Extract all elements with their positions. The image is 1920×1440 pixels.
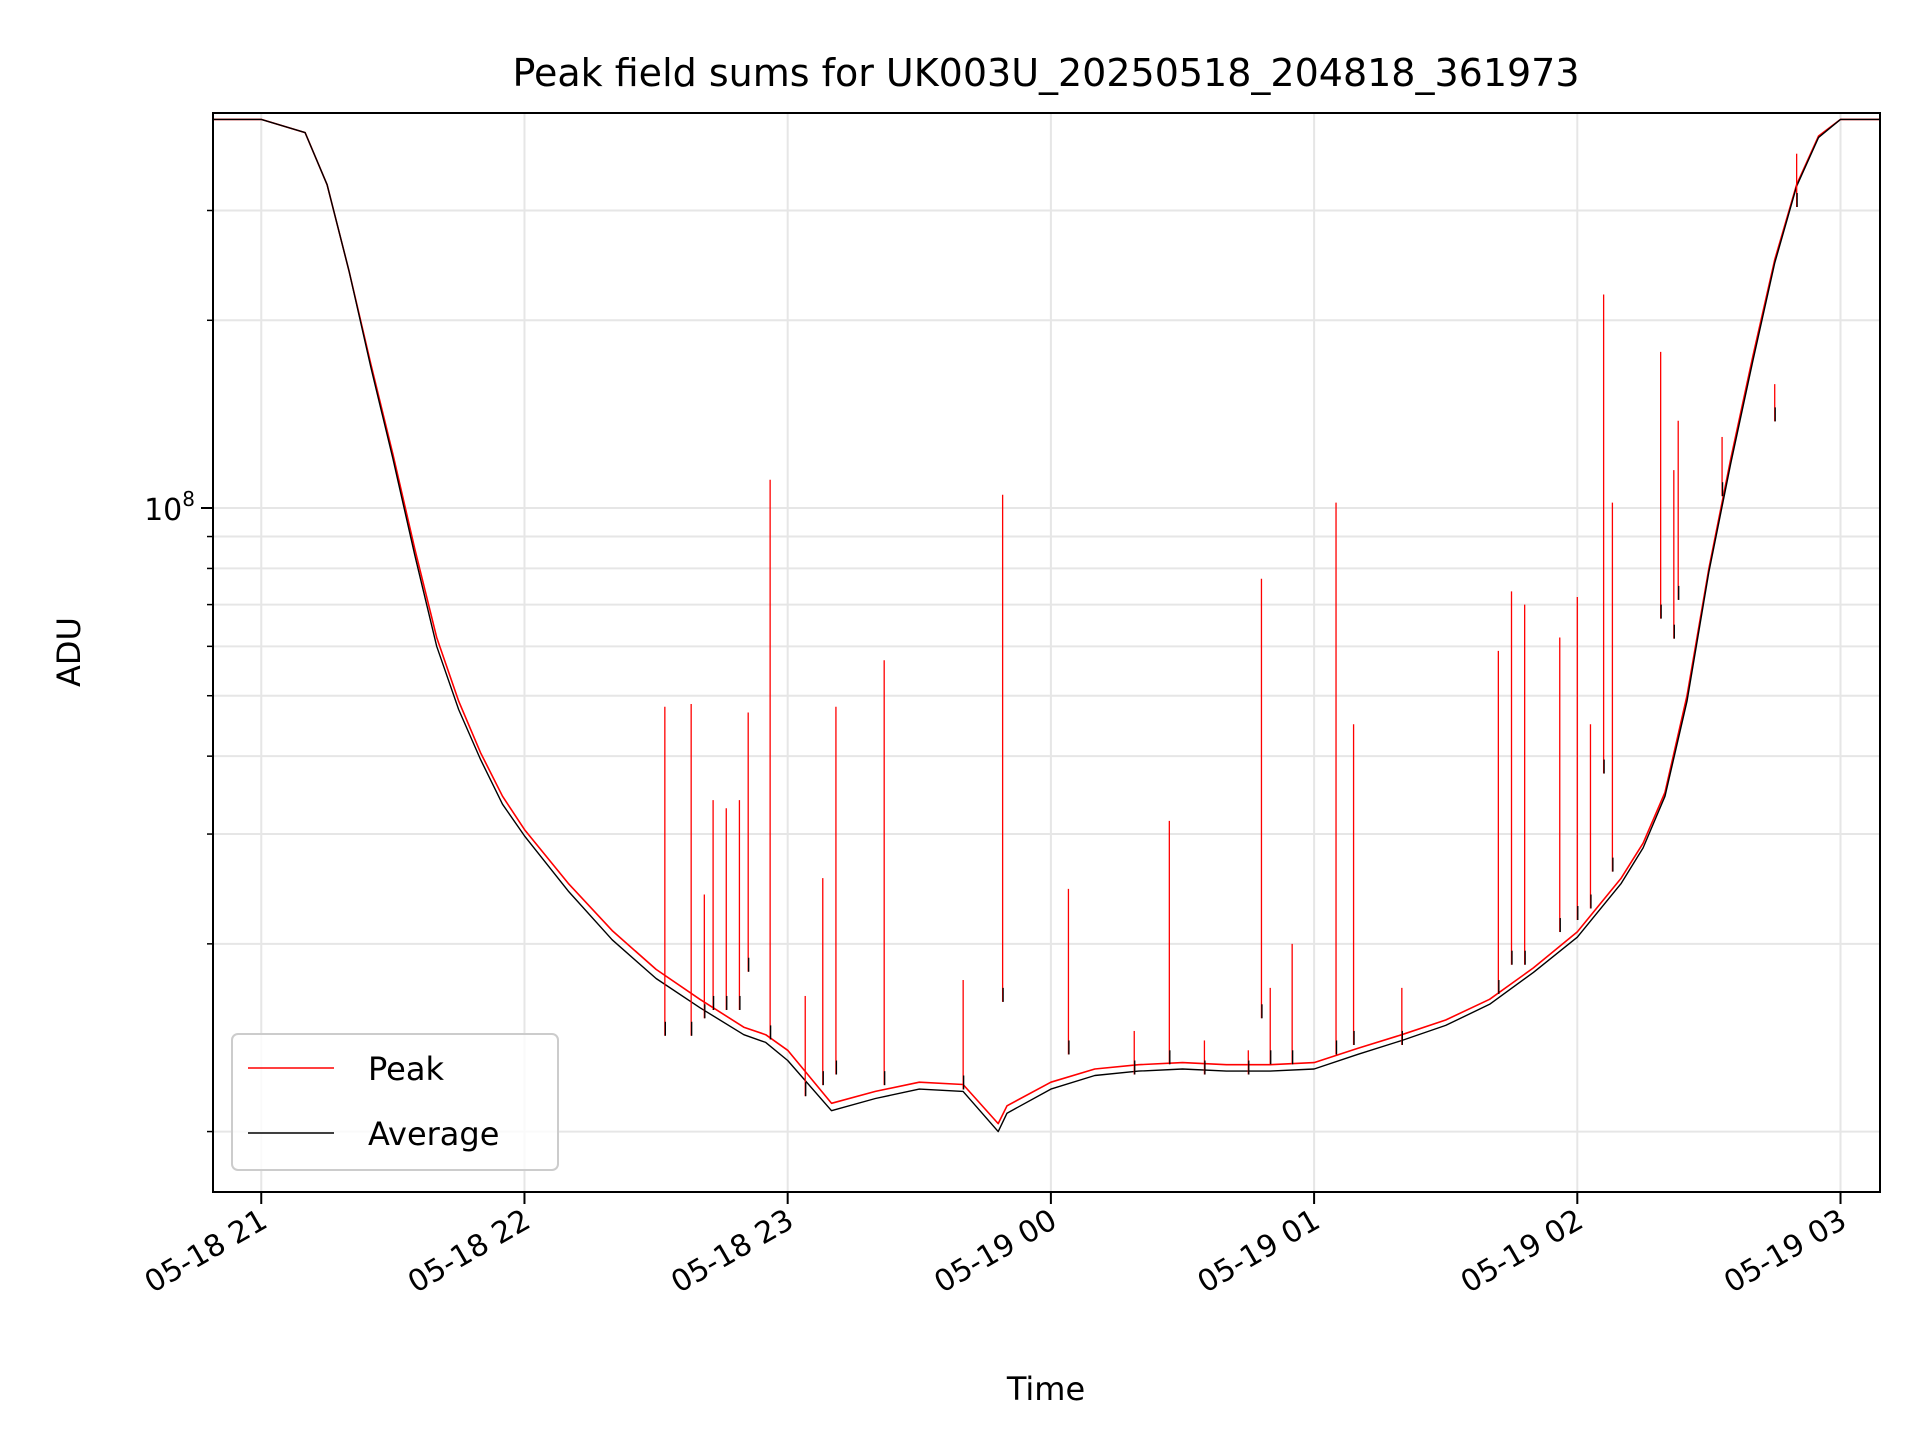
- y-tick-label: 108: [144, 487, 195, 528]
- plot-area: [213, 118, 1880, 1133]
- series-line-peak: [213, 118, 1880, 1125]
- grid: [213, 113, 1880, 1192]
- y-axis: 108: [144, 209, 213, 1133]
- legend-label-peak: Peak: [368, 1050, 444, 1088]
- chart-title: Peak field sums for UK003U_20250518_2048…: [512, 51, 1579, 95]
- legend: Peak Average: [231, 1033, 559, 1171]
- y-axis-label: ADU: [50, 617, 88, 687]
- series-line-average: [213, 118, 1880, 1133]
- series-layer: [213, 118, 1880, 1133]
- x-axis-label: Time: [1006, 1370, 1085, 1408]
- legend-label-average: Average: [368, 1115, 499, 1153]
- plot-frame: [212, 112, 1881, 1193]
